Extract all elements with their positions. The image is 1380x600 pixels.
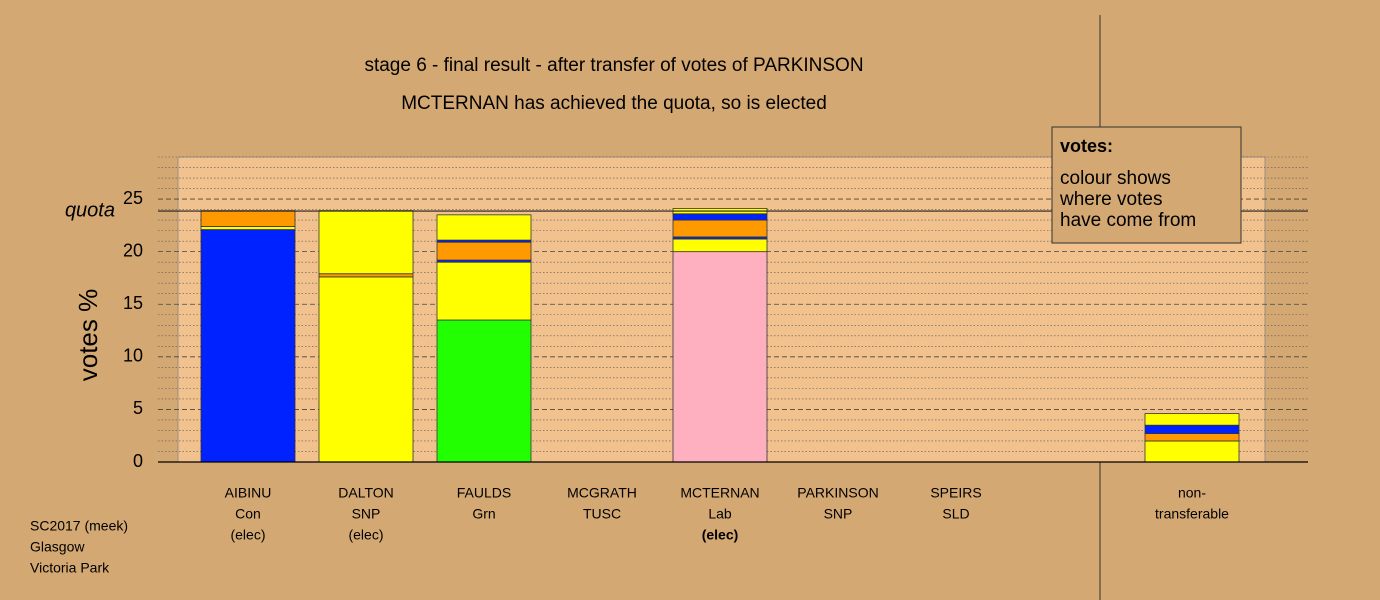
legend-box — [1051, 126, 1242, 244]
x-tick-label: TUSC — [583, 506, 621, 522]
y-tick-label: 5 — [133, 398, 143, 418]
chart-subtitle: MCTERNAN has achieved the quota, so is e… — [401, 93, 827, 114]
x-tick-label: SPEIRS — [930, 485, 981, 501]
footer-text: Victoria Park — [30, 560, 110, 576]
bar-segment — [200, 226, 296, 230]
x-tick-label: Grn — [472, 506, 495, 522]
bar-segment — [672, 251, 768, 463]
bar-segment — [318, 210, 414, 275]
y-tick-label: 25 — [123, 188, 143, 208]
y-tick-label: 20 — [123, 240, 143, 260]
bar-segment — [436, 319, 532, 463]
x-tick-label: DALTON — [338, 485, 394, 501]
legend-text: have come from — [1060, 210, 1196, 231]
y-tick-label: 10 — [123, 346, 143, 366]
bar-segment — [200, 210, 296, 227]
bar-segment — [318, 273, 414, 278]
x-tick-label: (elec) — [230, 527, 265, 543]
x-tick-label: SNP — [352, 506, 381, 522]
footer-text: Glasgow — [30, 539, 85, 555]
bar-segment — [318, 276, 414, 463]
x-tick-label: FAULDS — [457, 485, 511, 501]
bar-segment — [1144, 424, 1240, 435]
x-tick-label: MCGRATH — [567, 485, 637, 501]
y-axis-label: votes % — [73, 289, 103, 382]
bar-segment — [436, 261, 532, 321]
quota-label: quota — [65, 199, 115, 221]
bar-segment — [1144, 440, 1240, 463]
x-tick-label: (elec) — [348, 527, 383, 543]
bar-segment — [436, 241, 532, 261]
x-tick-label: Con — [235, 506, 261, 522]
chart-title: stage 6 - final result - after transfer … — [364, 55, 863, 76]
y-tick-label: 15 — [123, 293, 143, 313]
x-tick-label: SNP — [824, 506, 853, 522]
bar-segment — [200, 229, 296, 463]
x-tick-label: PARKINSON — [797, 485, 878, 501]
x-tick-label: non- — [1178, 485, 1206, 501]
bar-segment — [672, 213, 768, 221]
legend-text: where votes — [1059, 189, 1162, 210]
bar-segment — [672, 238, 768, 253]
x-tick-label: (elec) — [702, 527, 739, 543]
bar-segment — [436, 214, 532, 241]
bar-segment — [1144, 433, 1240, 442]
y-tick-label: 0 — [133, 451, 143, 471]
bar-segment — [672, 219, 768, 238]
x-tick-label: SLD — [942, 506, 969, 522]
bar-segment — [1144, 413, 1240, 426]
x-tick-label: Lab — [708, 506, 732, 522]
legend-text: colour shows — [1060, 168, 1171, 189]
footer-text: SC2017 (meek) — [30, 518, 128, 534]
x-tick-label: transferable — [1155, 506, 1229, 522]
x-tick-label: AIBINU — [225, 485, 272, 501]
x-tick-label: MCTERNAN — [680, 485, 759, 501]
legend-title: votes: — [1060, 136, 1113, 156]
